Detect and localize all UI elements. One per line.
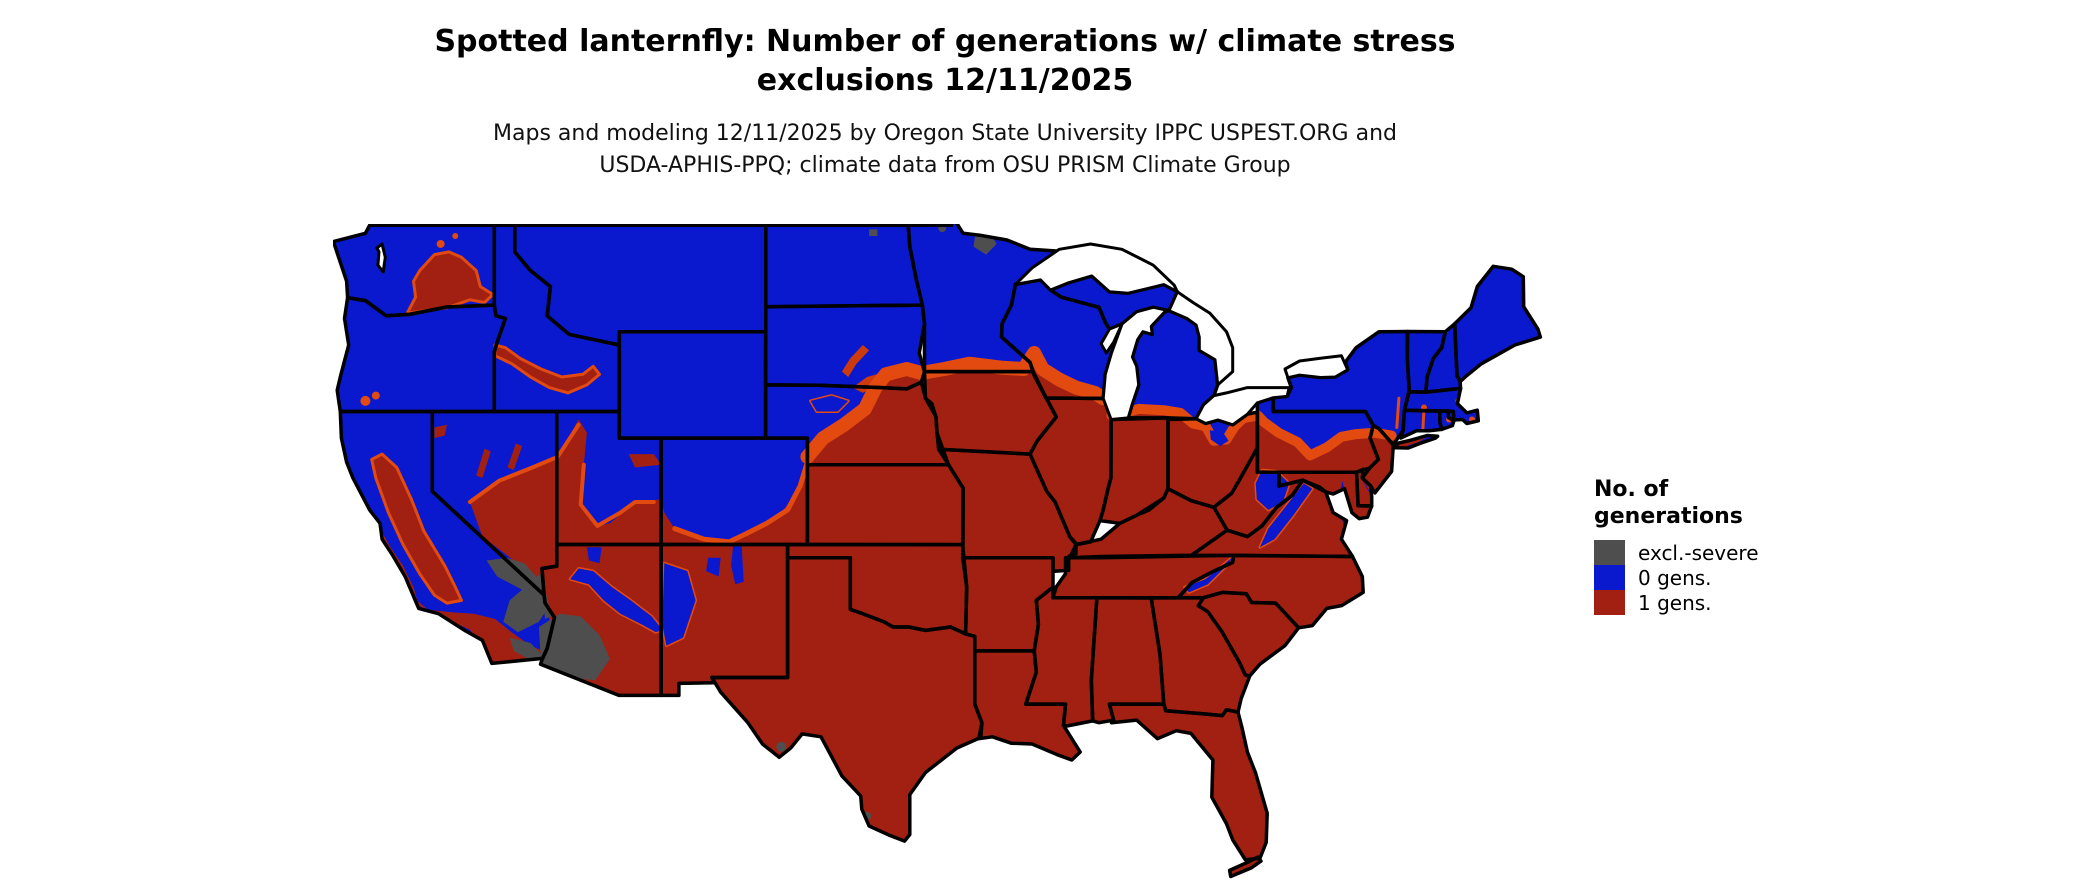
map-region-excluded-severe — [509, 637, 543, 659]
state-border — [710, 556, 984, 843]
map-red-speck — [452, 232, 459, 239]
title-line-2: exclusions 12/11/2025 — [756, 63, 1134, 98]
map-transition-band — [672, 459, 810, 545]
map-region-1-generation — [507, 443, 523, 471]
great-lakes — [375, 242, 1350, 427]
map-raster — [333, 215, 1541, 877]
map-region-excluded-severe — [486, 557, 550, 633]
map-red-speck — [436, 239, 445, 248]
legend-title-line-2: generations — [1594, 504, 1743, 529]
lake-ontario — [1283, 354, 1350, 380]
map-transition-fringe — [493, 343, 601, 395]
map-blue-pocket — [810, 395, 849, 412]
state-border — [1227, 855, 1263, 879]
legend-item: 1 gens. — [1594, 590, 1824, 615]
state-border — [1107, 702, 1269, 862]
us-map-canvas — [331, 213, 1543, 879]
lake-superior — [1013, 242, 1179, 295]
map-blue-pocket — [706, 557, 721, 577]
map-red-speck — [360, 395, 371, 406]
legend-items: excl.-severe 0 gens. 1 gens. — [1594, 540, 1824, 615]
map-blue-pocket — [662, 563, 696, 646]
legend-item: excl.-severe — [1594, 540, 1824, 565]
map-blue-pocket — [1184, 555, 1235, 593]
legend-swatch-0 — [1594, 540, 1625, 565]
map-region-excluded-severe — [538, 613, 610, 681]
state-border — [1391, 433, 1440, 450]
state-border — [1399, 408, 1444, 440]
map-transition-band — [800, 346, 1111, 464]
map-red-speck — [371, 391, 380, 400]
legend-swatch-1 — [1594, 565, 1625, 590]
state-border — [1196, 590, 1301, 678]
legend-title: No. of generations — [1594, 476, 1824, 530]
map-region-1-generation — [476, 448, 491, 478]
legend-title-line-1: No. of — [1594, 477, 1669, 502]
state-borders — [331, 213, 1543, 879]
map-transition-patch — [841, 345, 870, 377]
map-region-excluded-severe — [869, 229, 878, 236]
map-blue-pocket — [570, 568, 663, 633]
legend-item: 0 gens. — [1594, 565, 1824, 590]
page-title: Spotted lanternfly: Number of generation… — [0, 22, 1890, 100]
state-border — [1402, 386, 1481, 426]
legend-label: 0 gens. — [1638, 565, 1712, 590]
legend-swatch-2 — [1594, 590, 1625, 615]
map-blue-pocket — [1259, 483, 1313, 548]
lake-puget — [375, 242, 387, 274]
subtitle-line-2: USDA-APHIS-PPQ; climate data from OSU PR… — [599, 153, 1291, 178]
map-blue-pocket — [586, 547, 602, 564]
us-map — [331, 213, 1553, 884]
map-blue-pocket — [1209, 430, 1229, 447]
map-region-1-generation — [371, 454, 462, 604]
state-border — [1189, 478, 1355, 559]
legend-label: excl.-severe — [1638, 540, 1759, 565]
lake-huron — [1167, 290, 1235, 387]
lake-greenbay — [1099, 322, 1124, 355]
state-border — [1452, 264, 1543, 384]
lake-erie — [1194, 386, 1291, 427]
map-blue-pocket — [731, 544, 744, 585]
subtitle-line-1: Maps and modeling 12/11/2025 by Oregon S… — [493, 121, 1397, 146]
map-transition-band — [467, 422, 581, 504]
map-gray-speck — [776, 741, 787, 752]
legend-label: 1 gens. — [1638, 590, 1712, 615]
title-line-1: Spotted lanternfly: Number of generation… — [434, 24, 1456, 59]
map-transition-fringe — [405, 250, 495, 315]
page-subtitle: Maps and modeling 12/11/2025 by Oregon S… — [0, 118, 1890, 182]
map-transition-fringe — [370, 452, 463, 605]
map-transition-band — [1395, 396, 1401, 429]
map-region-1-generation — [495, 345, 600, 393]
lake-michigan — [1101, 305, 1171, 421]
map-transition-band — [578, 462, 656, 528]
map-legend: No. of generations excl.-severe 0 gens. 1 … — [1594, 476, 1824, 615]
map-region-1-generation — [628, 454, 662, 468]
map-region-1-generation — [434, 424, 447, 439]
state-border — [1405, 329, 1448, 394]
